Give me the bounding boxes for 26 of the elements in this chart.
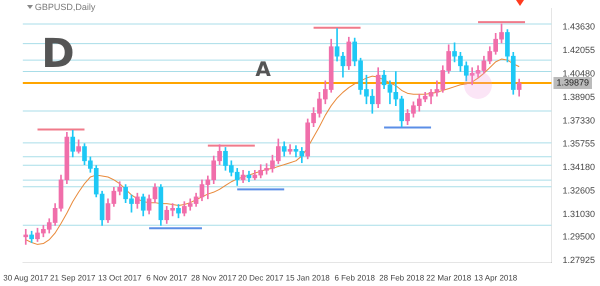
- y-tick-label: 1.35755: [562, 138, 596, 149]
- x-tick-label: 15 Jan 2018: [286, 273, 330, 282]
- y-tick-label: 1.38905: [562, 92, 596, 102]
- x-tick-label: 28 Feb 2018: [379, 273, 425, 282]
- annotation: A: [255, 56, 272, 81]
- x-tick-label: 13 Apr 2018: [474, 273, 518, 282]
- y-tick-label: 1.37330: [562, 115, 596, 126]
- y-tick-label: 1.42055: [562, 45, 596, 56]
- x-tick-label: 22 Mar 2018: [426, 273, 472, 282]
- y-tick-label: 1.27925: [562, 255, 596, 266]
- x-tick-label: 21 Sep 2017: [50, 273, 96, 282]
- annotation: D: [41, 31, 75, 78]
- y-tick-label: 1.31030: [562, 208, 596, 219]
- x-tick-label: 28 Nov 2017: [191, 273, 237, 282]
- x-tick-label: 6 Nov 2017: [146, 273, 188, 282]
- y-tick-label: 1.40480: [562, 68, 596, 79]
- y-tick-label: 1.34180: [562, 162, 596, 172]
- x-tick-label: 13 Oct 2017: [98, 273, 142, 282]
- ref-line-label: 1.39879: [556, 77, 590, 88]
- x-tick-label: 20 Dec 2017: [238, 273, 284, 282]
- y-tick-label: 1.32605: [562, 186, 596, 196]
- x-tick-label: 6 Feb 2018: [334, 273, 376, 282]
- y-tick-label: 1.43630: [562, 22, 596, 32]
- chart-title: GBPUSD,Daily: [34, 2, 96, 12]
- y-tick-label: 1.29500: [562, 232, 596, 242]
- x-tick-label: 30 Aug 2017: [3, 273, 49, 282]
